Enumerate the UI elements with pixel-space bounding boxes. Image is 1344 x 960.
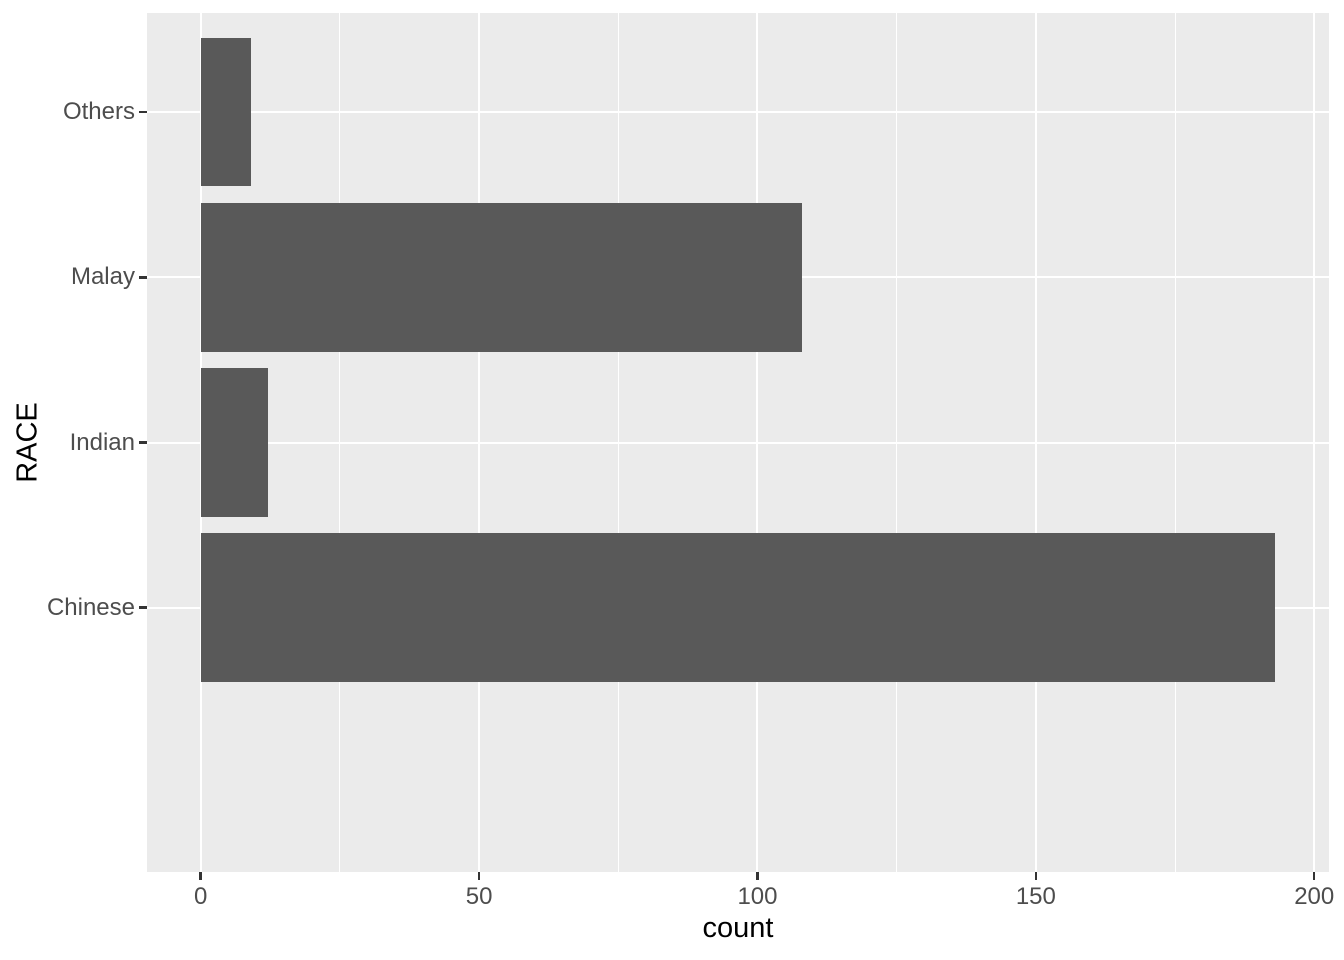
- bar-indian: [200, 368, 268, 517]
- x-axis-title: count: [702, 912, 774, 944]
- y-tick-label: Chinese: [46, 593, 135, 621]
- bar-chinese: [200, 533, 1276, 683]
- y-tick-label: Indian: [69, 428, 135, 456]
- x-tick-label: 200: [1294, 883, 1335, 910]
- x-tick-label: 0: [194, 883, 208, 910]
- x-tick-mark: [199, 872, 202, 880]
- category-gridline: [147, 111, 1329, 114]
- category-gridline: [147, 441, 1329, 444]
- y-tick-mark: [139, 441, 147, 444]
- x-tick-mark: [477, 872, 481, 880]
- y-tick-mark: [139, 606, 147, 609]
- y-tick-mark: [139, 276, 147, 279]
- x-tick-mark: [1034, 872, 1038, 880]
- y-tick-label: Malay: [70, 263, 135, 291]
- x-tick-label: 100: [737, 883, 778, 910]
- bar-others: [200, 37, 251, 187]
- x-tick-mark: [1312, 872, 1316, 880]
- bar-malay: [200, 202, 803, 352]
- y-axis-title: RACE: [11, 402, 44, 483]
- x-tick-label: 150: [1015, 883, 1056, 910]
- x-tick-label: 50: [465, 883, 493, 910]
- y-tick-label: Others: [62, 98, 135, 126]
- y-tick-mark: [139, 110, 147, 114]
- plot-panel: [147, 13, 1329, 872]
- x-tick-mark: [756, 872, 759, 880]
